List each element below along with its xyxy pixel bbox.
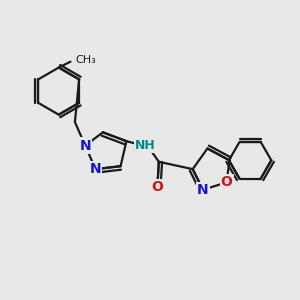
Text: O: O (152, 180, 163, 194)
Text: CH₃: CH₃ (75, 55, 96, 65)
Text: N: N (90, 162, 101, 176)
Text: O: O (220, 176, 232, 189)
Text: NH: NH (135, 139, 156, 152)
Text: N: N (197, 183, 209, 197)
Text: N: N (80, 139, 91, 153)
